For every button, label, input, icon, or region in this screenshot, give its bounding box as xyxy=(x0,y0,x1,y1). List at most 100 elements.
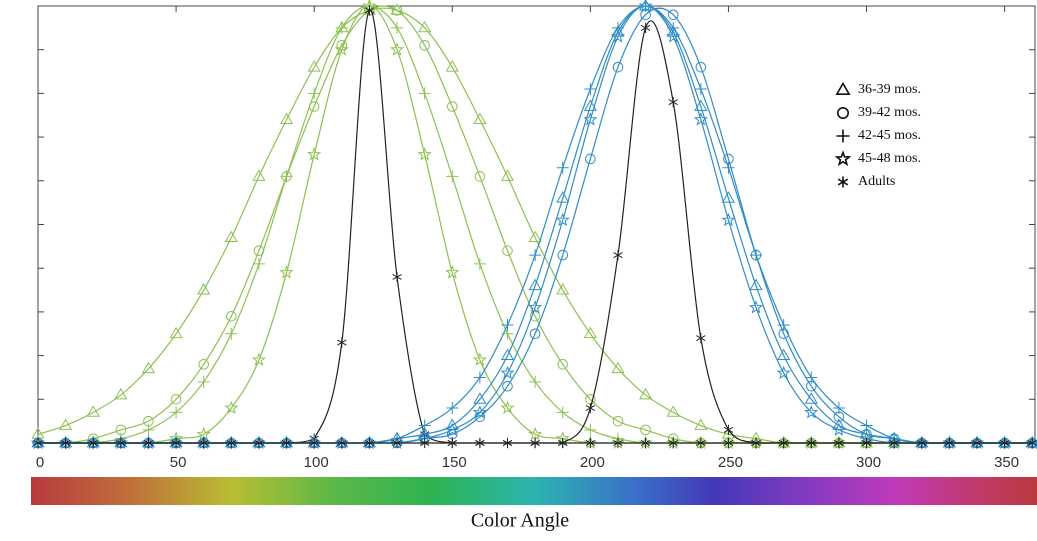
data-point xyxy=(694,418,708,430)
data-point xyxy=(695,61,707,73)
data-point xyxy=(198,359,210,370)
data-point xyxy=(143,437,154,449)
data-point xyxy=(473,392,487,404)
data-point xyxy=(804,404,819,419)
series-line xyxy=(38,20,1033,444)
data-point xyxy=(779,437,789,449)
data-point xyxy=(445,422,460,436)
data-point xyxy=(776,365,791,380)
data-point xyxy=(557,359,569,370)
data-point xyxy=(445,265,460,279)
data-point xyxy=(612,61,624,73)
data-point xyxy=(640,22,651,33)
data-point xyxy=(197,375,210,388)
data-point xyxy=(694,83,707,96)
data-point xyxy=(666,405,680,417)
x-tick-label: 250 xyxy=(718,454,743,471)
data-point xyxy=(861,437,872,449)
data-point xyxy=(860,419,873,432)
data-point xyxy=(33,437,43,449)
data-point xyxy=(556,283,570,295)
data-point xyxy=(528,278,542,291)
data-point xyxy=(696,333,706,344)
data-point xyxy=(334,42,349,56)
data-point xyxy=(529,328,541,340)
data-point xyxy=(226,310,237,322)
data-point xyxy=(999,437,1010,449)
data-point xyxy=(528,300,543,314)
data-point xyxy=(750,249,763,262)
data-point xyxy=(472,352,487,366)
data-point xyxy=(613,437,623,449)
data-point xyxy=(500,169,515,181)
data-point xyxy=(555,212,570,227)
legend: 36-39 mos. 39-42 mos. 42-45 mos. 45-48 mos.… xyxy=(834,81,921,189)
data-point xyxy=(611,361,625,374)
data-point xyxy=(834,437,844,449)
data-point xyxy=(142,423,155,436)
data-point xyxy=(307,60,321,72)
plot-area: 0 50 100 150 200 250 300 350 36-39 mos. 39-42 mos… xyxy=(30,0,1037,471)
data-point xyxy=(391,21,404,34)
data-point xyxy=(446,101,458,112)
data-point xyxy=(668,97,678,108)
data-point xyxy=(722,161,735,174)
legend-marker xyxy=(834,150,852,167)
legend-marker xyxy=(836,107,849,120)
data-point xyxy=(584,423,597,436)
x-axis-title: Color Angle xyxy=(471,510,569,532)
data-point xyxy=(805,371,818,384)
data-point xyxy=(556,406,569,419)
data-point xyxy=(529,375,542,388)
data-point xyxy=(307,147,322,161)
legend-label: 42-45 mos. xyxy=(858,128,921,143)
data-point xyxy=(473,371,486,384)
data-point xyxy=(445,60,459,72)
data-point xyxy=(473,112,487,125)
data-point xyxy=(749,278,763,291)
data-point xyxy=(251,352,267,366)
data-point xyxy=(391,5,403,16)
data-point xyxy=(224,230,238,243)
legend-marker xyxy=(835,81,851,96)
data-point xyxy=(446,402,459,415)
data-point xyxy=(59,418,73,430)
data-point xyxy=(640,424,651,436)
data-point xyxy=(500,348,515,360)
data-point xyxy=(475,437,485,449)
legend-marker xyxy=(837,176,849,188)
data-point xyxy=(170,406,183,419)
data-point xyxy=(530,437,540,449)
data-point xyxy=(696,437,706,449)
data-point xyxy=(309,437,319,449)
data-point xyxy=(721,212,736,227)
x-tick-label: 300 xyxy=(856,454,881,471)
data-point xyxy=(832,402,845,415)
data-point xyxy=(60,437,71,449)
data-point xyxy=(169,326,183,339)
data-point xyxy=(418,87,431,100)
data-point xyxy=(610,29,626,43)
data-point xyxy=(419,437,430,449)
color-bar xyxy=(31,477,1037,505)
data-point xyxy=(529,249,542,262)
data-point xyxy=(473,257,486,270)
data-point xyxy=(364,5,375,16)
data-point xyxy=(141,361,156,374)
data-point xyxy=(502,380,513,392)
data-point xyxy=(197,283,211,295)
x-tick-label: 100 xyxy=(304,454,329,471)
data-point xyxy=(392,271,402,283)
data-point xyxy=(224,400,239,415)
data-point xyxy=(889,437,899,449)
data-point xyxy=(584,83,597,96)
data-point xyxy=(252,169,266,181)
data-point xyxy=(806,437,816,449)
legend-label: 39-42 mos. xyxy=(858,105,921,120)
data-point xyxy=(418,20,432,33)
data-point xyxy=(721,191,736,203)
data-point xyxy=(502,437,513,449)
legend-label: Adults xyxy=(858,174,895,189)
data-point xyxy=(917,437,927,449)
data-point xyxy=(777,319,790,332)
